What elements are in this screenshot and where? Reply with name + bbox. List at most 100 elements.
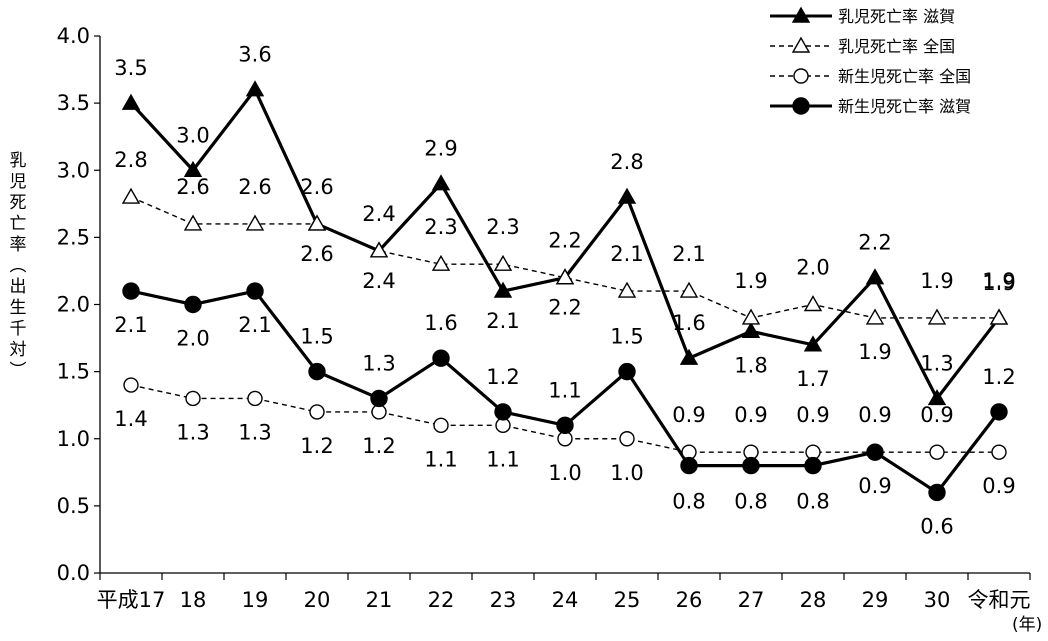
data-label: 2.2 bbox=[548, 229, 581, 253]
data-label: 0.8 bbox=[796, 490, 829, 514]
x-tick-label: 20 bbox=[304, 588, 331, 612]
series-2-point bbox=[929, 444, 945, 460]
series-2-point bbox=[123, 377, 139, 393]
y-tick-label: 2.0 bbox=[57, 293, 90, 317]
data-label: 1.9 bbox=[734, 269, 767, 293]
series-2-point bbox=[309, 404, 325, 420]
series-1-point bbox=[803, 295, 823, 312]
legend-marker-1 bbox=[791, 36, 811, 53]
data-label: 2.6 bbox=[300, 242, 333, 266]
x-tick-label: 21 bbox=[366, 588, 393, 612]
x-tick-label: 令和元 bbox=[968, 588, 1031, 612]
series-3-point bbox=[494, 403, 512, 421]
series-1-point bbox=[121, 187, 141, 204]
y-tick-label: 0.0 bbox=[57, 561, 90, 585]
x-tick-label: 25 bbox=[614, 588, 641, 612]
data-label: 2.3 bbox=[486, 215, 519, 239]
data-label: 1.1 bbox=[548, 378, 581, 402]
data-label: 0.9 bbox=[796, 403, 829, 427]
series-0-point bbox=[121, 93, 141, 110]
data-label: 1.1 bbox=[486, 447, 519, 471]
series-1-point bbox=[865, 308, 885, 325]
series-2-point bbox=[991, 444, 1007, 460]
x-tick-label: 27 bbox=[738, 588, 765, 612]
series-0-point bbox=[431, 174, 451, 191]
data-label: 2.4 bbox=[362, 202, 395, 226]
series-3-point bbox=[246, 282, 264, 300]
data-label: 0.9 bbox=[858, 403, 891, 427]
data-label: 0.8 bbox=[672, 490, 705, 514]
data-label: 0.6 bbox=[920, 514, 953, 538]
series-2-point bbox=[433, 417, 449, 434]
series-1-point bbox=[369, 241, 389, 258]
data-label: 2.6 bbox=[300, 175, 333, 199]
data-label: 1.3 bbox=[238, 420, 271, 444]
data-label: 2.6 bbox=[176, 175, 209, 199]
series-0-point bbox=[617, 187, 637, 204]
data-label: 2.6 bbox=[238, 175, 271, 199]
series-0-point bbox=[245, 80, 265, 97]
data-label: 1.9 bbox=[982, 271, 1015, 295]
data-label: 0.8 bbox=[734, 490, 767, 514]
data-label: 2.4 bbox=[362, 269, 395, 293]
data-label: 2.0 bbox=[796, 256, 829, 280]
y-axis-title: 乳児死亡率︵出生千対︶ bbox=[10, 151, 27, 381]
data-label: 1.4 bbox=[114, 407, 147, 431]
series-1-point bbox=[927, 308, 947, 325]
legend-marker-0 bbox=[791, 6, 811, 23]
data-label: 0.9 bbox=[734, 403, 767, 427]
series-1-point bbox=[493, 254, 513, 271]
series-3-point bbox=[432, 349, 450, 367]
data-label: 2.1 bbox=[610, 242, 643, 266]
series-0-point bbox=[741, 321, 761, 339]
series-1-point bbox=[431, 254, 451, 271]
data-label: 1.5 bbox=[610, 325, 643, 349]
data-label: 1.2 bbox=[486, 365, 519, 389]
data-label: 1.3 bbox=[362, 351, 395, 375]
data-label: 3.5 bbox=[114, 56, 147, 80]
data-label: 1.2 bbox=[362, 434, 395, 458]
y-tick-label: 1.5 bbox=[57, 360, 90, 384]
data-label: 1.6 bbox=[424, 311, 457, 335]
data-label: 1.3 bbox=[920, 351, 953, 375]
data-label: 1.7 bbox=[796, 367, 829, 391]
series-3-point bbox=[618, 362, 636, 381]
series-3-point bbox=[990, 403, 1008, 421]
series-3-point bbox=[556, 416, 574, 435]
series-3-point bbox=[184, 295, 202, 314]
series-markers bbox=[121, 80, 1009, 502]
series-1-point bbox=[307, 214, 327, 231]
x-tick-label: 30 bbox=[924, 588, 951, 612]
data-label: 1.2 bbox=[982, 365, 1015, 389]
data-label: 1.2 bbox=[300, 434, 333, 458]
x-axis-unit: (年) bbox=[1012, 615, 1042, 635]
series-3-point bbox=[370, 389, 388, 408]
data-label: 1.0 bbox=[610, 461, 643, 485]
series-2-point bbox=[185, 390, 201, 407]
data-label: 1.6 bbox=[672, 311, 705, 335]
series-1-point bbox=[245, 214, 265, 231]
series-2-point bbox=[247, 390, 263, 407]
legend-marker-3 bbox=[792, 97, 810, 115]
data-label: 2.3 bbox=[424, 215, 457, 239]
data-label: 3.0 bbox=[176, 123, 209, 147]
legend-label: 新生児死亡率 全国 bbox=[838, 67, 971, 86]
series-3-point bbox=[680, 456, 698, 475]
data-label: 2.8 bbox=[610, 150, 643, 174]
data-label: 2.2 bbox=[858, 231, 891, 255]
x-tick-label: 18 bbox=[180, 588, 207, 612]
data-label: 2.1 bbox=[672, 242, 705, 266]
data-label: 0.9 bbox=[982, 474, 1015, 498]
x-tick-label: 28 bbox=[800, 588, 827, 612]
data-label: 2.2 bbox=[548, 296, 581, 320]
y-tick-label: 1.0 bbox=[57, 427, 90, 451]
data-labels: 3.5 3.0 3.6 2.6 2.4 2.9 2.1 2.2 2.8 1.6 1.8 1.7 2.2 1… bbox=[114, 43, 1015, 539]
data-label: 1.1 bbox=[424, 447, 457, 471]
series-0-point bbox=[865, 268, 885, 285]
series-1-point bbox=[617, 281, 637, 298]
y-tick-label: 3.0 bbox=[57, 158, 90, 182]
x-tick-label: 24 bbox=[552, 588, 579, 612]
series-0-point bbox=[679, 348, 699, 365]
